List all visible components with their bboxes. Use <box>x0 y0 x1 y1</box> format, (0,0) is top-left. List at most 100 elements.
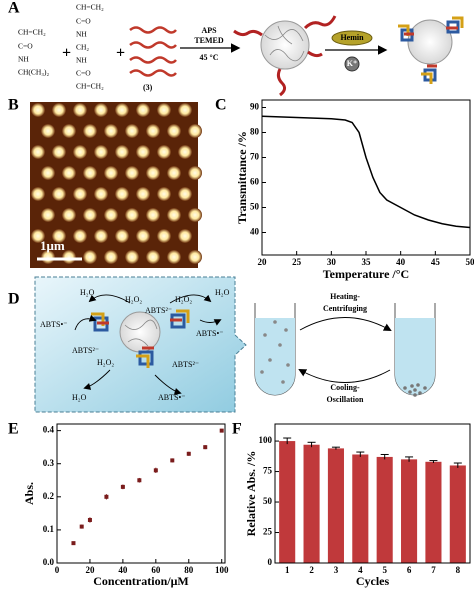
afm-dot <box>178 187 192 201</box>
x-tick-label: 50 <box>466 257 474 267</box>
afm-dot <box>31 187 45 201</box>
data-point <box>137 478 142 483</box>
x-tick-label: 3 <box>334 565 339 575</box>
condition: TEMED <box>194 36 224 45</box>
plus: + <box>62 45 71 62</box>
x-tick-label: 5 <box>382 565 387 575</box>
afm-dot <box>178 103 192 117</box>
species: ABTS²⁻ <box>145 306 172 315</box>
afm-dot <box>125 250 139 264</box>
afm-dot <box>188 208 202 222</box>
afm-dot <box>157 103 171 117</box>
data-point <box>120 484 125 489</box>
afm-dot <box>62 124 76 138</box>
data-point <box>104 494 109 499</box>
afm-dot <box>52 103 66 117</box>
afm-dot <box>104 166 118 180</box>
afm-dot <box>125 208 139 222</box>
species: H₂O₂ <box>175 295 192 304</box>
afm-dot <box>178 145 192 159</box>
afm-dot <box>115 187 129 201</box>
afm-dot <box>115 103 129 117</box>
afm-dot <box>136 187 150 201</box>
afm-dot <box>188 250 202 264</box>
bar <box>376 456 393 563</box>
y-tick-label: 0 <box>268 557 273 567</box>
process-label: Heating- <box>330 292 360 301</box>
process-label: Cooling- <box>330 383 360 392</box>
chem-text: NH <box>76 30 87 39</box>
y-tick-label: 0.2 <box>43 491 55 501</box>
data-point <box>219 428 224 433</box>
species: ABTS•⁻ <box>40 320 67 329</box>
species: H₂O <box>215 288 230 297</box>
data-point <box>79 524 84 529</box>
species: H₂O₂ <box>97 358 114 367</box>
x-tick-label: 40 <box>396 257 406 267</box>
afm-dot <box>136 103 150 117</box>
data-point <box>87 517 92 522</box>
data-point <box>170 458 175 463</box>
x-axis-label: Cycles <box>356 574 390 588</box>
afm-dot <box>94 145 108 159</box>
panel-label: A <box>8 0 20 17</box>
species: H₂O <box>72 393 87 402</box>
x-tick-label: 2 <box>309 565 314 575</box>
afm-dot <box>136 229 150 243</box>
process-label: Centrifuging <box>323 304 367 313</box>
y-tick-label: 50 <box>263 496 273 506</box>
species: ABTS²⁻ <box>172 360 199 369</box>
afm-dot <box>125 166 139 180</box>
afm-dot <box>73 187 87 201</box>
plus: + <box>116 45 125 62</box>
plot-frame <box>56 423 226 564</box>
x-axis-label: Temperature /°C <box>323 267 409 281</box>
afm-dot <box>115 145 129 159</box>
afm-dot <box>62 166 76 180</box>
y-tick-label: 70 <box>250 152 260 162</box>
afm-dot <box>52 229 66 243</box>
bar <box>425 461 442 563</box>
afm-dot <box>167 166 181 180</box>
chem-text: CH=CH₂ <box>18 28 46 37</box>
plot-frame <box>274 423 471 564</box>
data-point <box>153 468 158 473</box>
afm-dot <box>167 124 181 138</box>
scheme-a: CH=CH₂ C=O NH CH(CH₃)₂ + CH=CH₂ C=O NH C… <box>18 3 464 97</box>
chem-text: C=O <box>76 69 91 78</box>
y-tick-label: 75 <box>263 466 273 476</box>
condition: 45 °C <box>200 53 219 62</box>
afm-dot <box>104 208 118 222</box>
x-tick-label: 40 <box>118 565 128 575</box>
species: ABTS•⁻ <box>158 393 185 402</box>
x-tick-label: 80 <box>184 565 194 575</box>
chem-text: CH=CH₂ <box>76 3 104 12</box>
y-tick-label: 80 <box>250 127 260 137</box>
y-tick-label: 60 <box>250 177 260 187</box>
species: ABTS²⁻ <box>72 346 99 355</box>
afm-image: 1μm <box>30 102 202 268</box>
panel-label: B <box>8 97 19 114</box>
x-tick-label: 30 <box>327 257 337 267</box>
potassium-label: K⁺ <box>347 59 357 68</box>
afm-dot <box>83 124 97 138</box>
y-tick-label: 0.4 <box>43 425 55 435</box>
chem-text: CH₂ <box>76 43 89 52</box>
panel-label: D <box>8 291 20 308</box>
afm-dot <box>167 208 181 222</box>
y-tick-label: 100 <box>259 435 273 445</box>
species: ABTS•⁻ <box>196 329 223 338</box>
afm-dot <box>188 124 202 138</box>
x-tick-label: 35 <box>362 257 372 267</box>
bar <box>327 448 344 563</box>
chem-text: CH(CH₃)₂ <box>18 68 49 77</box>
bar <box>303 444 320 563</box>
y-tick-label: 0.0 <box>43 557 55 567</box>
x-tick-label: 0 <box>55 565 60 575</box>
x-tick-label: 1 <box>285 565 290 575</box>
x-tick-label: 45 <box>431 257 441 267</box>
data-line <box>261 115 471 229</box>
data-point <box>71 541 76 546</box>
afm-dot <box>157 187 171 201</box>
